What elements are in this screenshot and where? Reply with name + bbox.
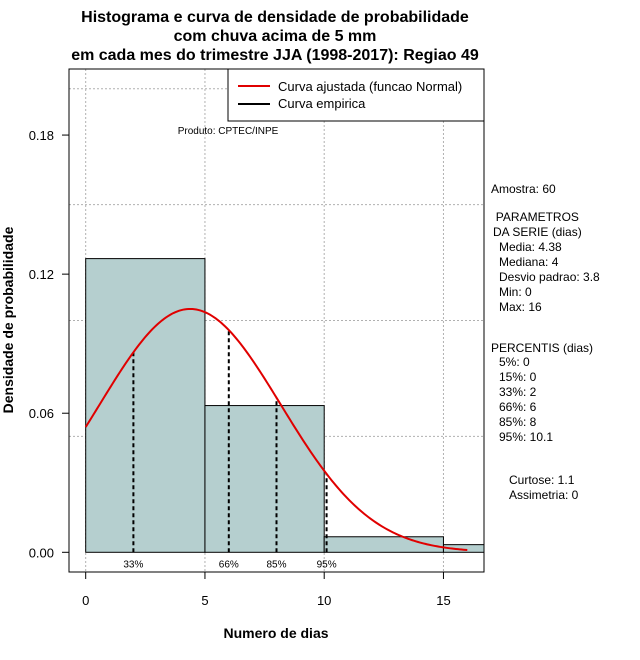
histogram-bar-3 (442, 544, 484, 553)
histogram-bar-0 (85, 258, 206, 553)
percentile-33: 33%: 2 (499, 385, 537, 399)
parameters-title: PARAMETROS DA SERIE (dias) (493, 210, 582, 239)
legend-box (227, 68, 485, 122)
param-std: Desvio padrao: 3.8 (499, 270, 600, 284)
chart-title-line-3: em cada mes do trimestre JJA (1998-2017)… (71, 47, 479, 64)
legend-fit-label: Curva ajustada (funcao Normal) (278, 79, 462, 94)
percentile-lines: 33% 66% 85% 95% (123, 330, 337, 570)
percentile-label-2: 85% (266, 559, 286, 570)
param-median: Mediana: 4 (499, 255, 559, 269)
percentile-66: 66%: 6 (499, 400, 537, 414)
legend-empirical-label: Curva empirica (278, 96, 366, 111)
legend: Curva ajustada (funcao Normal) Curva emp… (227, 68, 485, 122)
percentile-label-3: 95% (317, 559, 337, 570)
y-axis-label: Densidade de probabilidade (0, 226, 16, 413)
sample-size: Amostra: 60 (491, 182, 556, 196)
param-mean: Media: 4.38 (499, 240, 562, 254)
y-tick-label-3: 0.18 (29, 128, 54, 143)
histogram-bars (85, 258, 484, 553)
percentiles-title: PERCENTIS (dias) (491, 341, 594, 355)
y-tick-label-2: 0.12 (29, 267, 54, 282)
percentile-15: 15%: 0 (499, 370, 537, 384)
product-annotation: Produto: CPTEC/INPE (178, 126, 279, 137)
percentile-85: 85%: 8 (499, 415, 537, 429)
percentile-label-0: 33% (123, 559, 143, 570)
percentile-label-1: 66% (219, 559, 239, 570)
param-min: Min: 0 (499, 285, 532, 299)
percentile-5: 5%: 0 (499, 355, 530, 369)
param-max: Max: 16 (499, 300, 542, 314)
y-axis: 0.00 0.06 0.12 0.18 (29, 128, 70, 560)
x-axis: 0 5 10 15 (82, 571, 451, 608)
normal-fit-curve (84, 307, 468, 552)
y-tick-label-1: 0.06 (29, 406, 54, 421)
x-tick-label-1: 5 (201, 593, 208, 608)
x-tick-label-3: 15 (436, 593, 450, 608)
percentiles-list: 5%: 0 15%: 0 33%: 2 66%: 6 85%: 8 95%: 1… (499, 355, 553, 445)
y-tick-label-0: 0.00 (29, 545, 54, 560)
parameters-list: Media: 4.38 Mediana: 4 Desvio padrao: 3.… (499, 240, 600, 315)
kurtosis: Curtose: 1.1 (509, 473, 575, 487)
histogram-bar-1 (204, 405, 325, 553)
x-tick-label-2: 10 (317, 593, 331, 608)
x-axis-label: Numero de dias (223, 625, 328, 641)
chart-title-line-2: com chuva acima de 5 mm (174, 28, 377, 45)
percentile-95: 95%: 10.1 (499, 430, 554, 444)
skewness: Assimetria: 0 (509, 488, 579, 502)
x-tick-label-0: 0 (82, 593, 89, 608)
chart-title-line-1: Histograma e curva de densidade de proba… (81, 9, 469, 26)
